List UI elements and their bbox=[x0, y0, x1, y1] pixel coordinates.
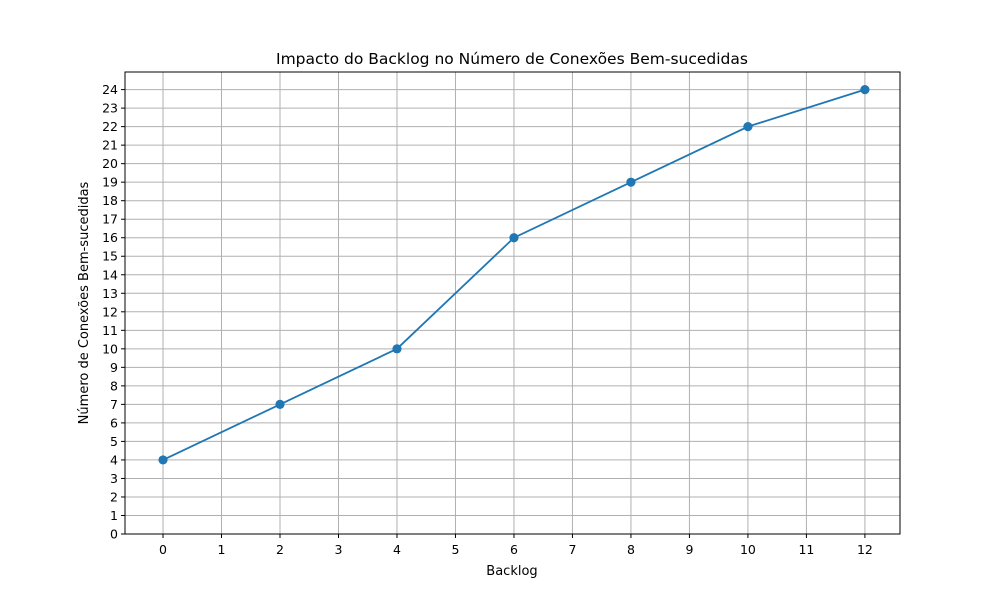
data-point bbox=[392, 344, 402, 354]
y-tick-label: 15 bbox=[102, 249, 118, 264]
data-point bbox=[275, 399, 285, 409]
y-tick-label: 19 bbox=[102, 175, 118, 190]
x-axis-label: Backlog bbox=[486, 564, 537, 579]
x-tick-label: 9 bbox=[685, 542, 693, 557]
x-tick-label: 7 bbox=[568, 542, 576, 557]
y-tick-label: 17 bbox=[102, 212, 118, 227]
y-tick-label: 22 bbox=[102, 119, 118, 134]
x-tick-label: 4 bbox=[393, 542, 401, 557]
y-tick-label: 2 bbox=[110, 489, 118, 504]
data-point bbox=[860, 84, 870, 95]
x-tick-label: 3 bbox=[335, 542, 343, 557]
y-tick-label: 24 bbox=[102, 82, 118, 97]
plot-frame bbox=[124, 71, 901, 535]
y-tick-label: 14 bbox=[102, 267, 118, 282]
y-tick-label: 7 bbox=[110, 397, 118, 412]
y-axis-label: Número de Conexões Bem-sucedidas bbox=[77, 181, 92, 424]
y-tick-label: 10 bbox=[102, 341, 118, 356]
x-axis: 0 1 2 3 4 5 6 7 8 9 10 11 12 bbox=[159, 534, 873, 557]
x-tick-label: 5 bbox=[451, 542, 459, 557]
y-tick-label: 3 bbox=[110, 471, 118, 486]
data-point bbox=[743, 122, 753, 132]
y-tick-label: 20 bbox=[102, 156, 118, 171]
y-tick-label: 6 bbox=[110, 415, 118, 430]
y-tick-label: 1 bbox=[110, 508, 118, 523]
x-tick-label: 10 bbox=[740, 542, 756, 557]
x-tick-label: 12 bbox=[857, 542, 873, 557]
y-tick-label: 16 bbox=[102, 230, 118, 245]
y-tick-label: 0 bbox=[110, 527, 118, 542]
x-tick-label: 0 bbox=[159, 542, 167, 557]
y-tick-label: 12 bbox=[102, 304, 118, 319]
y-tick-label: 8 bbox=[110, 378, 118, 393]
y-tick-label: 23 bbox=[102, 101, 118, 116]
y-tick-label: 11 bbox=[102, 323, 118, 338]
chart-title: Impacto do Backlog no Número de Conexões… bbox=[276, 50, 748, 68]
x-tick-label: 11 bbox=[798, 542, 814, 557]
y-tick-label: 18 bbox=[102, 193, 118, 208]
x-tick-label: 6 bbox=[510, 542, 518, 557]
y-tick-label: 21 bbox=[102, 138, 118, 153]
series-group bbox=[158, 84, 870, 465]
x-tick-label: 8 bbox=[627, 542, 635, 557]
data-point bbox=[509, 233, 519, 243]
y-tick-label: 4 bbox=[110, 452, 118, 467]
data-point bbox=[626, 177, 636, 187]
y-tick-label: 5 bbox=[110, 434, 118, 449]
x-tick-label: 2 bbox=[276, 542, 284, 557]
x-tick-label: 1 bbox=[218, 542, 226, 557]
y-tick-label: 13 bbox=[102, 286, 118, 301]
grid bbox=[125, 72, 900, 535]
data-point bbox=[158, 455, 168, 465]
y-tick-label: 9 bbox=[110, 360, 118, 375]
